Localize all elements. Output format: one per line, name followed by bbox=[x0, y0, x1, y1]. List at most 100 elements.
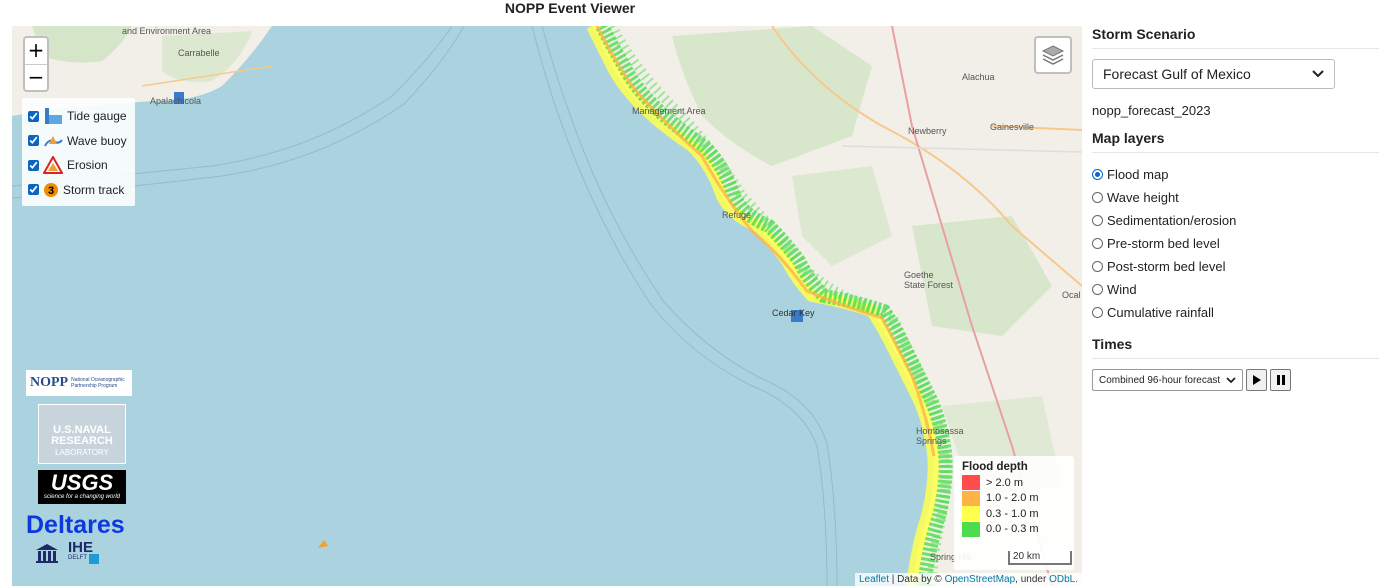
sidebar: Storm Scenario Forecast Gulf of Mexico n… bbox=[1092, 26, 1379, 391]
nopp-logo: NOPP National Oceanographic Partnership … bbox=[26, 370, 132, 396]
scenario-heading: Storm Scenario bbox=[1092, 26, 1379, 49]
attribution-text: , under bbox=[1015, 574, 1050, 585]
swatch bbox=[962, 521, 980, 537]
logo-text: IHE bbox=[68, 539, 94, 556]
radio-button[interactable] bbox=[1092, 284, 1103, 295]
times-select[interactable]: Combined 96-hour forecast bbox=[1092, 369, 1244, 391]
radio-button[interactable] bbox=[1092, 307, 1103, 318]
map-label: Apalachicola bbox=[150, 96, 202, 106]
map-label: and Environment Area bbox=[122, 26, 212, 36]
tide-gauge-checkbox[interactable] bbox=[28, 110, 39, 122]
map-label: Gainesville bbox=[990, 122, 1035, 132]
logo-text: National Oceanographic Partnership Progr… bbox=[71, 377, 125, 389]
map-label: Management Area bbox=[632, 106, 706, 116]
pause-button[interactable] bbox=[1270, 369, 1292, 391]
logo-text: NOPP bbox=[30, 375, 69, 390]
chevron-down-icon bbox=[1226, 376, 1236, 383]
flood-legend-item: 1.0 - 2.0 m bbox=[962, 490, 1066, 507]
radio-button[interactable] bbox=[1092, 215, 1103, 226]
swatch bbox=[962, 490, 980, 506]
usgs-logo: USGS science for a changing world bbox=[38, 470, 126, 504]
play-button[interactable] bbox=[1246, 369, 1268, 391]
svg-text:3: 3 bbox=[48, 185, 54, 197]
map-label: Alachua bbox=[962, 72, 995, 82]
times-controls: Combined 96-hour forecast bbox=[1092, 369, 1379, 391]
deltares-logo: Deltares bbox=[26, 511, 125, 539]
flood-legend-label: 0.0 - 0.3 m bbox=[986, 523, 1039, 536]
map-label: Refuge bbox=[722, 210, 752, 220]
toggle-tide-gauge[interactable]: Tide gauge bbox=[28, 104, 127, 129]
layer-option-sedimentation[interactable]: Sedimentation/erosion bbox=[1092, 209, 1379, 232]
logo-text: U.S.NAVAL bbox=[53, 424, 111, 436]
basemap bbox=[12, 26, 1082, 586]
map-label: Spring Hill bbox=[930, 552, 972, 562]
times-select-value: Combined 96-hour forecast bbox=[1099, 374, 1221, 386]
flood-legend-item: 0.0 - 0.3 m bbox=[962, 521, 1066, 538]
map-label: Goethe State Forest bbox=[904, 270, 954, 290]
wave-buoy-marker[interactable] bbox=[318, 540, 328, 548]
radio-button[interactable] bbox=[1092, 261, 1103, 272]
erosion-checkbox[interactable] bbox=[28, 159, 39, 171]
map-view[interactable]: and Environment Area Carrabelle Apalachi… bbox=[12, 26, 1082, 586]
wave-buoy-checkbox[interactable] bbox=[28, 135, 39, 147]
unesco-icon bbox=[36, 544, 58, 563]
scenario-select[interactable]: Forecast Gulf of Mexico bbox=[1092, 59, 1335, 89]
play-icon bbox=[1252, 375, 1261, 385]
layer-option-label: Sedimentation/erosion bbox=[1107, 213, 1237, 228]
logo-text: DELFT bbox=[68, 555, 88, 561]
layer-option-flood-map[interactable]: Flood map bbox=[1092, 163, 1379, 186]
flood-legend-label: > 2.0 m bbox=[986, 476, 1023, 489]
zoom-out-button[interactable]: − bbox=[25, 64, 47, 90]
map-label: Cedar Key bbox=[772, 308, 815, 318]
osm-link[interactable]: OpenStreetMap bbox=[944, 574, 1016, 585]
toggle-label: Erosion bbox=[67, 158, 108, 173]
layer-option-label: Cumulative rainfall bbox=[1107, 305, 1214, 320]
tide-gauge-marker[interactable] bbox=[174, 92, 184, 104]
map-layers-heading: Map layers bbox=[1092, 130, 1379, 153]
layer-option-label: Post-storm bed level bbox=[1107, 259, 1226, 274]
map-label: Homosassa Springs bbox=[916, 426, 964, 446]
layer-option-wind[interactable]: Wind bbox=[1092, 278, 1379, 301]
layer-option-rainfall[interactable]: Cumulative rainfall bbox=[1092, 301, 1379, 324]
logo-text: LABORATORY bbox=[55, 448, 109, 457]
times-heading: Times bbox=[1092, 336, 1379, 359]
tide-gauge-marker[interactable] bbox=[791, 310, 803, 322]
scenario-select-value: Forecast Gulf of Mexico bbox=[1103, 66, 1251, 82]
flood-legend-label: 0.3 - 1.0 m bbox=[986, 507, 1039, 520]
map-label: Carrabelle bbox=[178, 48, 220, 58]
flood-legend-item: > 2.0 m bbox=[962, 475, 1066, 491]
wave-buoy-icon bbox=[44, 135, 63, 147]
flood-legend-label: 1.0 - 2.0 m bbox=[986, 492, 1039, 505]
erosion-icon bbox=[43, 156, 63, 175]
logo-text: RESEARCH bbox=[51, 435, 113, 447]
chevron-down-icon bbox=[1312, 70, 1324, 78]
partner-logos: NOPP National Oceanographic Partnership … bbox=[26, 370, 142, 564]
toggle-label: Storm track bbox=[63, 182, 125, 197]
zoom-control: + − bbox=[23, 36, 49, 92]
radio-button[interactable] bbox=[1092, 238, 1103, 249]
layers-icon bbox=[1041, 45, 1065, 65]
zoom-in-button[interactable]: + bbox=[27, 38, 45, 62]
toggle-storm-track[interactable]: 3 Storm track bbox=[28, 178, 127, 203]
swatch bbox=[962, 475, 980, 491]
leaflet-link[interactable]: Leaflet bbox=[858, 574, 890, 585]
flood-legend-item: 0.3 - 1.0 m bbox=[962, 506, 1066, 522]
radio-button[interactable] bbox=[1092, 169, 1103, 180]
flood-legend-title: Flood depth bbox=[962, 461, 1028, 473]
nrl-logo: U.S.NAVAL RESEARCH LABORATORY bbox=[38, 404, 126, 464]
map-label: Ocal bbox=[1062, 290, 1081, 300]
odbl-link[interactable]: ODbL. bbox=[1049, 574, 1078, 585]
layer-radio-group: Flood map Wave height Sedimentation/eros… bbox=[1092, 163, 1379, 324]
toggle-erosion[interactable]: Erosion bbox=[28, 153, 127, 178]
toggle-label: Tide gauge bbox=[67, 109, 127, 124]
layers-button[interactable] bbox=[1034, 36, 1072, 74]
ihe-delft-logo: IHE DELFT bbox=[34, 539, 142, 564]
radio-button[interactable] bbox=[1092, 192, 1103, 203]
layer-option-wave-height[interactable]: Wave height bbox=[1092, 186, 1379, 209]
scale-bar: 20 km bbox=[1008, 551, 1072, 565]
toggle-wave-buoy[interactable]: Wave buoy bbox=[28, 129, 127, 154]
layer-option-post-storm[interactable]: Post-storm bed level bbox=[1092, 255, 1379, 278]
storm-track-icon: 3 bbox=[44, 182, 58, 197]
layer-option-pre-storm[interactable]: Pre-storm bed level bbox=[1092, 232, 1379, 255]
storm-track-checkbox[interactable] bbox=[28, 184, 39, 196]
